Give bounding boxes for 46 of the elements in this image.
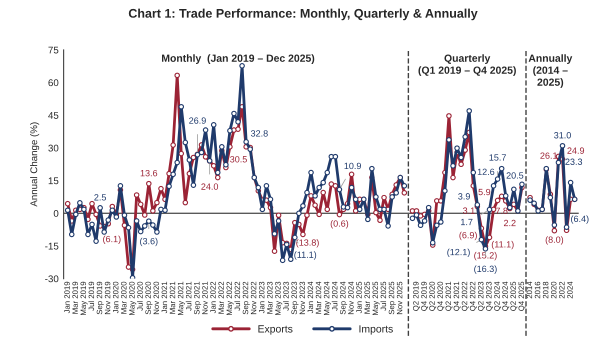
data-label: (8.0)	[546, 236, 564, 245]
data-label: 1.7	[461, 218, 472, 226]
legend-label: Exports	[258, 325, 292, 335]
data-label: (6.1)	[103, 236, 121, 244]
data-label: (3.6)	[140, 238, 158, 246]
data-label: (6.4)	[571, 215, 589, 224]
y-tick-label: 45	[48, 112, 58, 119]
data-label: (12.1)	[447, 248, 470, 258]
data-label: 20.5	[506, 172, 524, 179]
y-axis-title: Annual Change (%)	[30, 122, 40, 207]
data-label: 3.1	[462, 207, 475, 214]
data-label: 23.3	[565, 158, 582, 165]
data-label: 2.2	[504, 220, 516, 226]
data-label: (13.8)	[296, 239, 319, 248]
data-label: 12.6	[478, 168, 494, 176]
data-label: (16.3)	[474, 265, 497, 274]
data-label: 15.7	[490, 154, 506, 161]
data-label: 24.9	[567, 147, 584, 154]
annotation: Monthly (Jan 2019 – Dec 2025)	[162, 54, 314, 64]
data-label: (0.6)	[330, 220, 348, 229]
data-label: 5.9	[478, 188, 490, 196]
y-tick-label: 0	[54, 210, 58, 217]
chart-title: Chart 1: Trade Performance: Monthly, Quarterly & Annually	[128, 8, 478, 20]
data-label: (11.1)	[492, 240, 514, 250]
data-label: 30.5	[230, 156, 247, 162]
legend-label: Imports	[359, 325, 393, 335]
annotation: Annually (2014 – 2025)	[528, 54, 572, 88]
annotation: Quarterly (Q1 2019 – Q4 2025)	[418, 54, 516, 76]
data-label: 32.8	[250, 130, 268, 137]
data-label: 24.0	[201, 183, 218, 190]
data-label: 13.6	[140, 170, 158, 176]
y-tick-label: 60	[48, 79, 58, 86]
y-tick-label: 30	[48, 144, 58, 152]
data-label: (6.9)	[459, 232, 477, 240]
y-tick-label: 75	[48, 46, 58, 54]
data-label: 26.1	[540, 152, 558, 159]
data-label: 10.9	[344, 162, 361, 170]
data-label: 3.9	[458, 193, 470, 200]
y-tick-label: -30	[45, 275, 58, 282]
data-label: 2.5	[94, 194, 106, 201]
y-tick-label: 15	[48, 177, 58, 184]
data-label: (11.1)	[294, 251, 316, 260]
data-label: 31.0	[554, 132, 571, 138]
data-label: 26.9	[189, 117, 206, 124]
y-tick-label: -15	[45, 242, 58, 250]
data-label: (15.2)	[474, 252, 497, 260]
